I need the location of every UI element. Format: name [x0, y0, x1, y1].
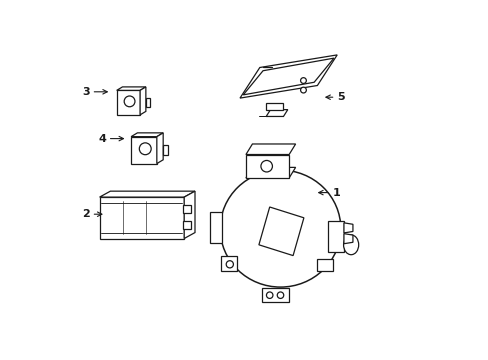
Polygon shape	[343, 234, 352, 244]
Text: 1: 1	[332, 188, 340, 198]
Polygon shape	[245, 167, 295, 178]
Polygon shape	[163, 145, 167, 155]
Polygon shape	[183, 205, 190, 213]
Polygon shape	[265, 103, 283, 109]
Text: 2: 2	[82, 209, 90, 219]
Polygon shape	[240, 55, 337, 98]
Polygon shape	[317, 259, 332, 271]
Ellipse shape	[224, 175, 336, 283]
Polygon shape	[261, 288, 288, 302]
Circle shape	[266, 292, 272, 298]
Polygon shape	[258, 207, 303, 256]
Polygon shape	[265, 109, 287, 117]
Polygon shape	[131, 137, 157, 163]
Polygon shape	[100, 197, 184, 238]
Circle shape	[226, 261, 233, 268]
Ellipse shape	[242, 192, 318, 266]
Text: 4: 4	[98, 134, 106, 144]
Text: 5: 5	[337, 92, 344, 102]
Polygon shape	[184, 191, 195, 238]
Polygon shape	[221, 256, 237, 271]
Polygon shape	[343, 223, 352, 233]
Circle shape	[139, 143, 151, 155]
Polygon shape	[327, 221, 343, 252]
Circle shape	[277, 292, 283, 298]
Circle shape	[261, 161, 272, 172]
Ellipse shape	[230, 180, 329, 277]
Polygon shape	[183, 221, 190, 229]
Ellipse shape	[236, 186, 324, 271]
Polygon shape	[117, 87, 145, 90]
Polygon shape	[210, 212, 222, 243]
Ellipse shape	[220, 170, 340, 287]
Ellipse shape	[343, 235, 358, 255]
Circle shape	[300, 87, 305, 93]
Circle shape	[124, 96, 135, 107]
Polygon shape	[243, 58, 333, 95]
Polygon shape	[245, 144, 295, 154]
Polygon shape	[100, 191, 195, 197]
Polygon shape	[131, 133, 163, 137]
Circle shape	[300, 78, 305, 84]
Text: 3: 3	[82, 87, 90, 97]
Polygon shape	[117, 90, 140, 115]
Polygon shape	[140, 87, 145, 115]
Polygon shape	[245, 154, 288, 178]
Polygon shape	[157, 133, 163, 163]
Polygon shape	[145, 98, 150, 107]
